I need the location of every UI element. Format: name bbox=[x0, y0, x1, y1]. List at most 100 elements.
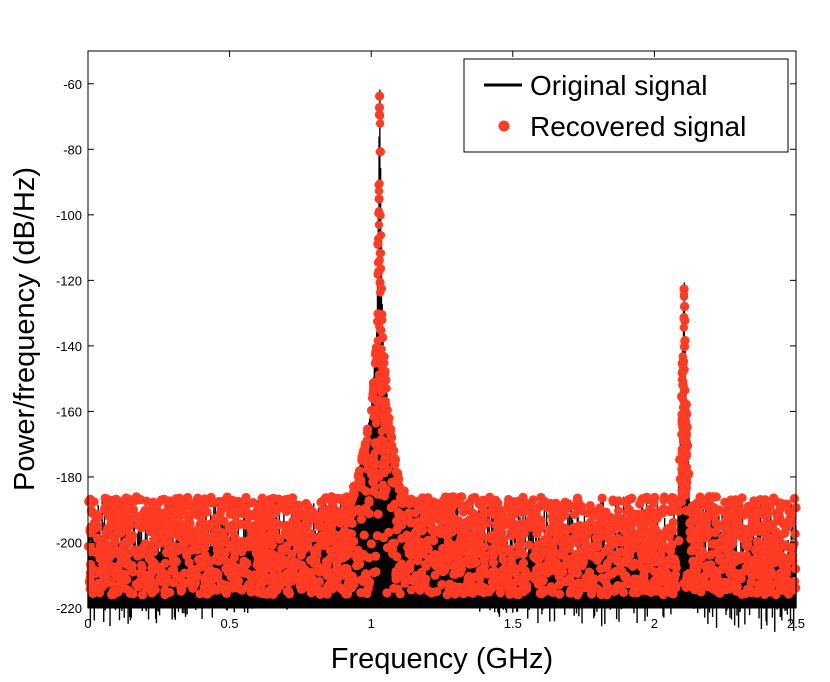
recovered-signal-point bbox=[375, 111, 385, 121]
recovered-signal-point bbox=[120, 546, 131, 556]
recovered-signal-point bbox=[137, 590, 148, 600]
recovered-signal-point bbox=[390, 453, 400, 464]
recovered-signal-point bbox=[249, 535, 259, 546]
recovered-signal-point bbox=[678, 352, 687, 361]
recovered-signal-point bbox=[374, 194, 384, 204]
recovered-signal-point bbox=[322, 505, 332, 515]
recovered-signal-point bbox=[192, 502, 202, 513]
recovered-signal-point bbox=[665, 507, 676, 517]
legend-recovered-swatch bbox=[498, 120, 510, 132]
recovered-signal-point bbox=[372, 377, 381, 386]
recovered-signal-point bbox=[635, 499, 645, 509]
y-tick-label: -120 bbox=[56, 273, 82, 288]
recovered-signal-point bbox=[479, 532, 490, 542]
recovered-signal-point bbox=[622, 507, 632, 517]
recovered-signal-point bbox=[244, 509, 254, 519]
recovered-signal-point bbox=[236, 519, 246, 529]
recovered-signal-point bbox=[220, 547, 230, 557]
recovered-signal-point bbox=[637, 550, 647, 561]
recovered-signal-point bbox=[554, 589, 565, 599]
recovered-signal-point bbox=[696, 573, 706, 583]
recovered-signal-point bbox=[677, 410, 686, 419]
recovered-signal-point bbox=[362, 585, 372, 595]
recovered-signal-point bbox=[442, 531, 452, 541]
recovered-signal-point bbox=[101, 569, 111, 579]
recovered-signal-point bbox=[128, 512, 138, 522]
recovered-signal-point bbox=[767, 587, 777, 597]
recovered-signal-point bbox=[692, 499, 702, 509]
recovered-signal-point bbox=[608, 495, 618, 505]
recovered-signal-point bbox=[86, 505, 97, 515]
recovered-signal-point bbox=[373, 509, 383, 519]
recovered-signal-point bbox=[479, 587, 489, 598]
recovered-signal-point bbox=[656, 543, 666, 553]
recovered-signal-point bbox=[646, 580, 656, 590]
recovered-signal-point bbox=[559, 527, 569, 537]
recovered-signal-point bbox=[111, 494, 121, 504]
recovered-signal-point bbox=[373, 349, 382, 359]
recovered-signal-point bbox=[167, 521, 178, 531]
y-tick-label: -200 bbox=[56, 535, 82, 550]
recovered-signal-point bbox=[478, 510, 488, 520]
recovered-signal-point bbox=[524, 540, 534, 550]
recovered-signal-point bbox=[746, 587, 756, 598]
recovered-signal-point bbox=[200, 574, 210, 584]
recovered-signal-point bbox=[120, 513, 131, 523]
recovered-signal-point bbox=[414, 539, 425, 550]
recovered-signal-point bbox=[380, 462, 390, 472]
recovered-signal-point bbox=[314, 521, 324, 531]
recovered-signal-point bbox=[220, 555, 230, 565]
recovered-signal-point bbox=[413, 581, 423, 591]
recovered-signal-point bbox=[530, 553, 540, 563]
recovered-signal-point bbox=[241, 492, 251, 503]
recovered-signal-point bbox=[394, 567, 405, 577]
recovered-signal-point bbox=[679, 313, 688, 323]
recovered-signal-point bbox=[739, 529, 749, 539]
recovered-signal-point bbox=[404, 508, 414, 518]
recovered-signal-point bbox=[705, 495, 715, 506]
recovered-signal-point bbox=[121, 537, 131, 547]
recovered-signal-point bbox=[477, 549, 487, 560]
recovered-signal-point bbox=[189, 577, 200, 587]
recovered-signal-point bbox=[597, 493, 607, 503]
recovered-signal-point bbox=[490, 573, 501, 583]
recovered-signal-point bbox=[200, 550, 210, 560]
recovered-signal-point bbox=[532, 564, 542, 575]
recovered-signal-point bbox=[771, 527, 781, 537]
recovered-signal-point bbox=[242, 500, 252, 510]
recovered-signal-point bbox=[475, 573, 485, 583]
recovered-signal-point bbox=[340, 563, 350, 574]
recovered-signal-point bbox=[292, 543, 303, 554]
recovered-signal-point bbox=[262, 588, 273, 598]
recovered-signal-point bbox=[790, 529, 800, 539]
recovered-signal-point bbox=[160, 558, 170, 568]
recovered-signal-point bbox=[582, 526, 592, 536]
recovered-signal-point bbox=[715, 544, 725, 554]
recovered-signal-point bbox=[412, 571, 423, 581]
recovered-signal-point bbox=[387, 433, 397, 443]
recovered-signal-point bbox=[280, 527, 290, 538]
recovered-signal-point bbox=[423, 493, 433, 503]
recovered-signal-point bbox=[287, 519, 297, 529]
recovered-signal-point bbox=[528, 495, 538, 505]
recovered-signal-point bbox=[89, 497, 99, 507]
recovered-signal-point bbox=[202, 532, 212, 543]
recovered-signal-point bbox=[739, 510, 749, 520]
recovered-signal-point bbox=[210, 568, 221, 578]
recovered-signal-point bbox=[613, 557, 623, 567]
legend-original-label: Original signal bbox=[530, 70, 707, 101]
recovered-signal-point bbox=[620, 497, 631, 507]
recovered-signal-point bbox=[379, 532, 389, 543]
recovered-signal-point bbox=[645, 504, 655, 515]
recovered-signal-point bbox=[760, 576, 770, 586]
recovered-signal-point bbox=[113, 523, 124, 533]
recovered-signal-point bbox=[451, 569, 461, 579]
recovered-signal-point bbox=[382, 384, 391, 393]
recovered-signal-point bbox=[648, 497, 658, 507]
recovered-signal-point bbox=[442, 589, 452, 600]
recovered-signal-point bbox=[730, 495, 741, 505]
recovered-signal-point bbox=[397, 533, 407, 543]
recovered-signal-point bbox=[520, 566, 530, 576]
recovered-signal-point bbox=[435, 564, 445, 574]
recovered-signal-point bbox=[120, 583, 130, 593]
